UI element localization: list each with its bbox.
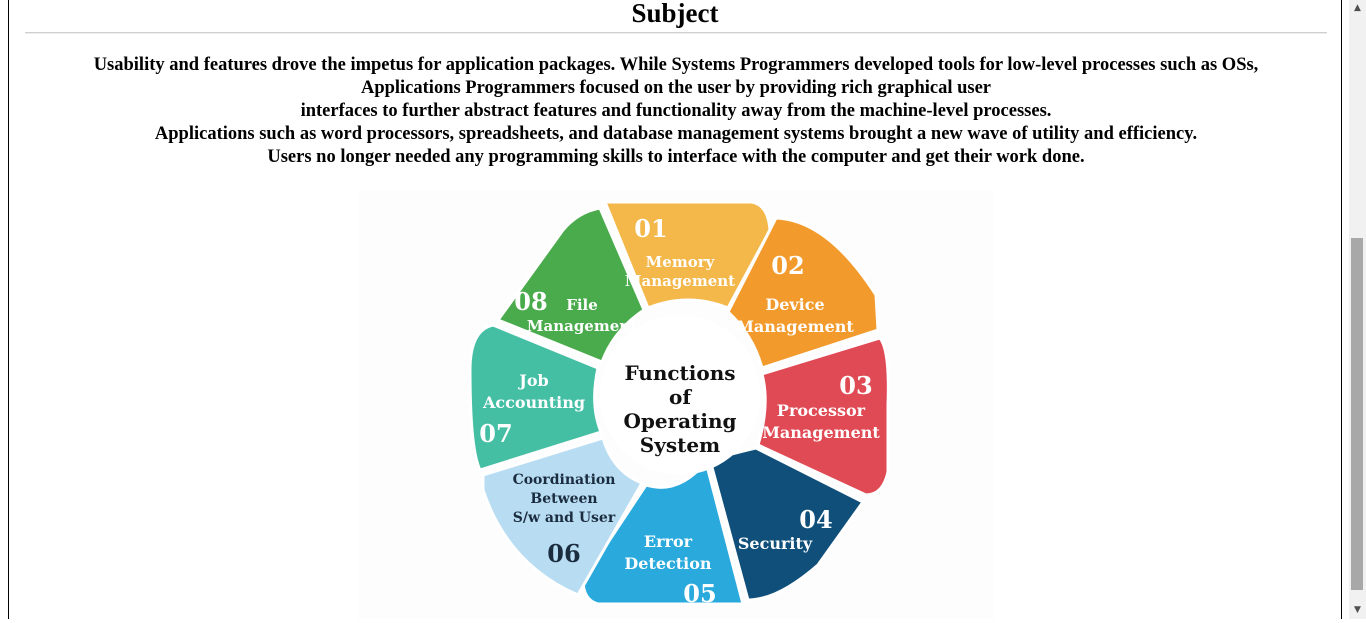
segment-label: Job: [517, 371, 548, 390]
segment-number: 02: [771, 251, 804, 280]
scroll-down-icon[interactable]: ▼: [1354, 605, 1361, 615]
scrollbar-thumb[interactable]: [1351, 238, 1363, 590]
segment-number: 07: [479, 419, 512, 448]
scroll-up-icon[interactable]: ▲: [1354, 3, 1361, 13]
paragraph-line: Usability and features drove the impetus…: [93, 55, 1259, 75]
center-title-line: Functions: [624, 361, 735, 385]
segment-label: S/w and User: [513, 510, 616, 526]
segment-number: 03: [839, 371, 872, 400]
paragraph-line: interfaces to further abstract features …: [300, 101, 1052, 121]
segment-number: 05: [683, 579, 716, 608]
center-title-line: of: [669, 385, 692, 409]
segment-label: File: [566, 296, 598, 314]
paragraph-line: Applications such as word processors, sp…: [154, 124, 1198, 144]
segment-label: Management: [527, 317, 637, 335]
segment-label: Between: [530, 491, 597, 507]
segment-label: Security: [738, 534, 813, 553]
segment-label: Processor: [777, 401, 866, 420]
content-page: Subject Usability and features drove the…: [8, 0, 1342, 619]
segment-coordination: [481, 436, 645, 597]
title-divider: [25, 32, 1327, 34]
segment-label: Accounting: [482, 393, 585, 412]
segment-label: Detection: [624, 554, 712, 573]
segment-processor-management: [756, 336, 890, 497]
segment-label: Memory: [646, 253, 716, 271]
segment-security: [708, 446, 866, 602]
paragraph-line: Users no longer needed any programming s…: [267, 147, 1085, 167]
segment-number: 06: [547, 539, 580, 568]
segment-label: Error: [644, 532, 693, 551]
page-title: Subject: [631, 0, 719, 28]
center-title-line: System: [640, 433, 720, 457]
center-title-line: Operating: [624, 409, 737, 433]
intro-paragraph: Usability and features drove the impetus…: [25, 54, 1327, 169]
segment-error-detection: [581, 458, 745, 606]
segment-number: 01: [634, 214, 667, 243]
segment-label: Device: [765, 295, 824, 314]
segment-number: 04: [799, 505, 832, 534]
segment-label: Management: [762, 423, 880, 442]
segment-memory-management: [602, 200, 772, 310]
segment-label: Coordination: [513, 472, 616, 488]
segment-device-management: [726, 216, 880, 370]
segment-label: Management: [625, 272, 735, 290]
os-functions-diagram: Functions of Operating System 01 Memory Manag…: [358, 190, 994, 619]
segment-file-management: [495, 206, 646, 364]
segment-labels: 01MemoryManagement02DeviceManagement03Pr…: [479, 214, 880, 608]
paragraph-line: Applications Programmers focused on the …: [360, 78, 992, 98]
segment-label: Management: [736, 317, 854, 336]
segment-job-accounting: [468, 323, 604, 472]
segment-number: 08: [514, 287, 547, 316]
diagram-center: [600, 315, 760, 475]
vertical-scrollbar[interactable]: ▲ ▼: [1349, 0, 1366, 619]
